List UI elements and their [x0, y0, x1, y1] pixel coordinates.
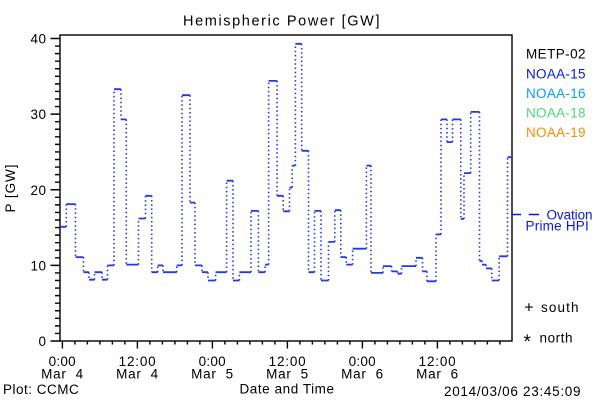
svg-text:north: north — [540, 331, 574, 346]
svg-text:Mar 5: Mar 5 — [266, 367, 309, 382]
svg-text:Mar 4: Mar 4 — [41, 367, 84, 382]
svg-text:*: * — [524, 332, 532, 353]
svg-text:0:00: 0:00 — [199, 354, 227, 369]
svg-text:+: + — [524, 300, 534, 317]
svg-text:10: 10 — [30, 258, 46, 273]
svg-text:Hemispheric Power [GW]: Hemispheric Power [GW] — [183, 14, 380, 30]
svg-text:south: south — [541, 300, 579, 315]
svg-text:12:00: 12:00 — [269, 354, 307, 369]
svg-text:40: 40 — [30, 32, 46, 47]
svg-text:Mar 4: Mar 4 — [116, 367, 159, 382]
svg-text:NOAA-18: NOAA-18 — [526, 106, 586, 121]
svg-text:NOAA-16: NOAA-16 — [526, 86, 586, 101]
svg-text:P [GW]: P [GW] — [3, 164, 18, 213]
svg-text:12:00: 12:00 — [119, 354, 157, 369]
svg-text:Prime HPI: Prime HPI — [526, 218, 590, 233]
svg-text:30: 30 — [30, 107, 46, 122]
svg-text:Ovation: Ovation — [547, 208, 594, 223]
svg-text:NOAA-15: NOAA-15 — [526, 66, 586, 81]
svg-text:Mar 6: Mar 6 — [341, 367, 384, 382]
svg-text:0: 0 — [38, 334, 46, 349]
svg-text:2014/03/06 23:45:09: 2014/03/06 23:45:09 — [444, 384, 581, 399]
svg-text:Mar 5: Mar 5 — [191, 367, 234, 382]
svg-text:Mar 6: Mar 6 — [416, 367, 459, 382]
svg-text:0:00: 0:00 — [49, 354, 77, 369]
svg-text:0:00: 0:00 — [349, 354, 377, 369]
svg-text:20: 20 — [30, 183, 46, 198]
svg-text:12:00: 12:00 — [419, 354, 457, 369]
svg-text:METP-02: METP-02 — [526, 47, 586, 62]
svg-text:Plot: CCMC: Plot: CCMC — [3, 382, 79, 397]
svg-text:NOAA-19: NOAA-19 — [526, 125, 586, 140]
svg-text:Date and Time: Date and Time — [240, 382, 335, 397]
